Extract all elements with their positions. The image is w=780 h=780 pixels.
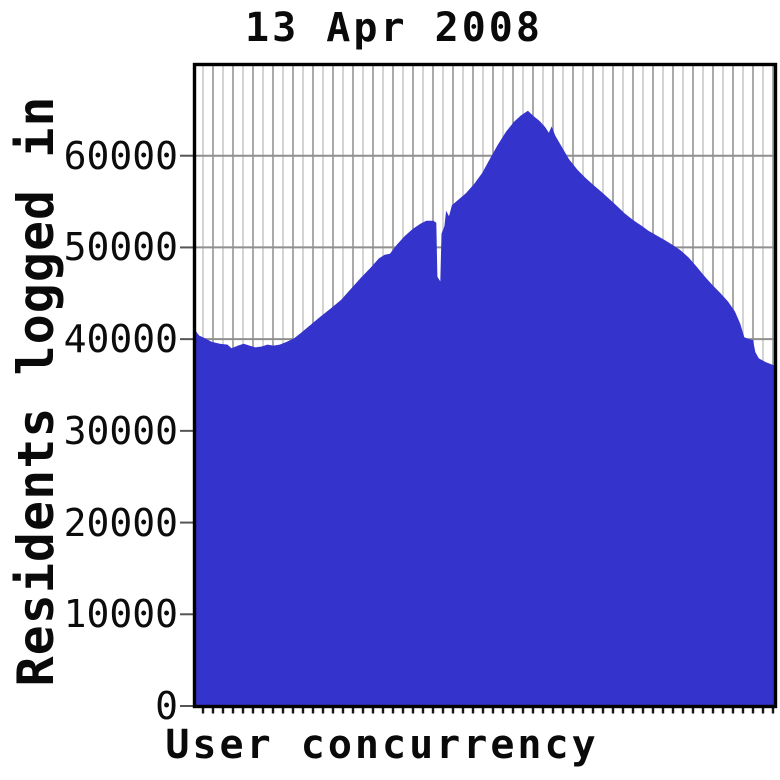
y-tick-label: 10000: [63, 592, 178, 637]
y-tick-label: 0: [155, 684, 178, 728]
y-tick-label: 60000: [63, 133, 178, 178]
y-tick-label: 20000: [63, 500, 178, 545]
y-tick-label: 40000: [63, 317, 178, 362]
chart-title: 13 Apr 2008: [245, 5, 543, 51]
concurrency-area-series: [195, 110, 775, 706]
plot-border: [192, 62, 778, 709]
x-axis-label: User concurrency: [165, 722, 599, 768]
y-tick-labels: 0 10000 20000 30000 40000 50000 60000: [0, 0, 178, 780]
y-tick-label: 30000: [63, 408, 178, 453]
y-tick-label: 50000: [63, 225, 178, 270]
